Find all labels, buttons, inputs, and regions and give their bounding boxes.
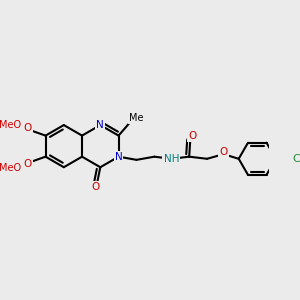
Text: O: O [23, 123, 32, 133]
Text: NH: NH [164, 154, 179, 164]
Text: O: O [23, 159, 32, 169]
Text: Cl: Cl [293, 154, 300, 164]
Text: O: O [92, 182, 100, 193]
Text: N: N [96, 120, 104, 130]
Text: O: O [219, 147, 228, 157]
Text: Me: Me [129, 113, 143, 123]
Text: O: O [188, 131, 196, 141]
Text: N: N [115, 152, 122, 162]
Text: MeO: MeO [0, 120, 21, 130]
Text: MeO: MeO [0, 163, 21, 173]
